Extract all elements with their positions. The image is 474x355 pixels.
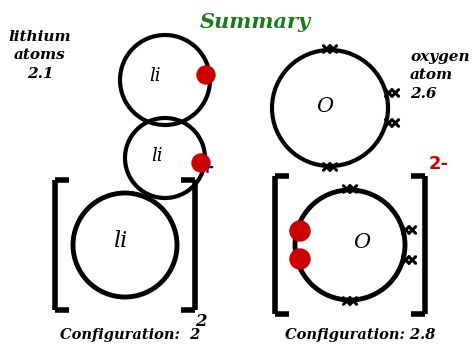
Text: li: li <box>149 67 161 85</box>
Circle shape <box>192 154 210 172</box>
Text: li: li <box>151 147 163 165</box>
Circle shape <box>290 221 310 241</box>
Text: oxygen
atom
2.6: oxygen atom 2.6 <box>410 50 470 101</box>
Text: Summary: Summary <box>200 12 310 32</box>
Text: 2-: 2- <box>429 155 449 173</box>
Text: O: O <box>354 234 371 252</box>
Text: O: O <box>317 97 334 115</box>
Text: Configuration: 2.8: Configuration: 2.8 <box>285 328 435 342</box>
Text: lithium
atoms
2.1: lithium atoms 2.1 <box>9 30 71 81</box>
Text: 2: 2 <box>195 313 207 330</box>
Text: +: + <box>199 159 214 177</box>
Circle shape <box>197 66 215 84</box>
Circle shape <box>290 249 310 269</box>
Text: li: li <box>113 230 127 252</box>
Text: Configuration:  2: Configuration: 2 <box>60 328 200 342</box>
